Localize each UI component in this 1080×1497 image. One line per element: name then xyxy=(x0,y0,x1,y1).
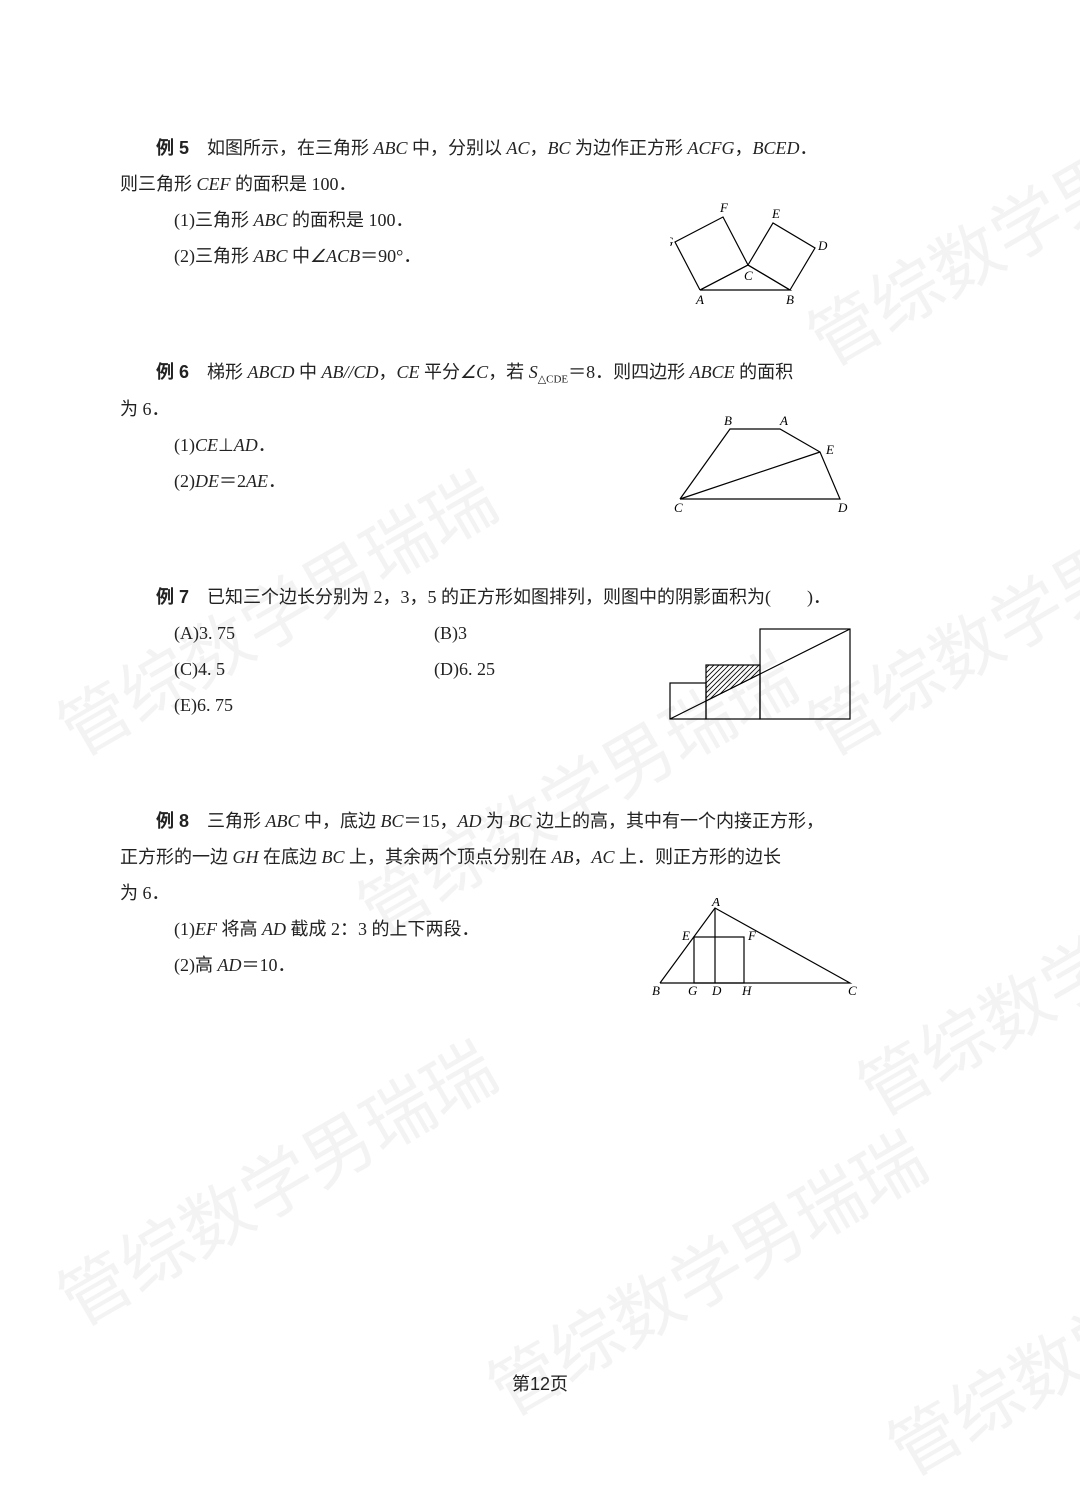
svg-text:C: C xyxy=(744,268,753,283)
p8-figure: A B C D E F G H xyxy=(650,898,870,1003)
p5-label: 例 5 xyxy=(156,138,189,158)
p6-label: 例 6 xyxy=(156,362,189,382)
svg-text:F: F xyxy=(719,200,729,215)
problem-5: 例 5 如图所示，在三角形 ABC 中，分别以 AC，BC 为边作正方形 ACF… xyxy=(120,130,860,274)
svg-text:C: C xyxy=(674,500,683,514)
svg-text:B: B xyxy=(786,292,794,307)
problem-7: 例 7 已知三个边长分别为 2，3，5 的正方形如图排列，则图中的阴影面积为( … xyxy=(120,579,860,723)
svg-text:D: D xyxy=(817,238,828,253)
p5-line1: 例 5 如图所示，在三角形 ABC 中，分别以 AC，BC 为边作正方形 ACF… xyxy=(120,130,860,166)
svg-text:D: D xyxy=(711,983,722,998)
svg-text:E: E xyxy=(681,928,690,943)
p7-line1: 例 7 已知三个边长分别为 2，3，5 的正方形如图排列，则图中的阴影面积为( … xyxy=(120,579,860,615)
p7-label: 例 7 xyxy=(156,587,189,607)
p7-figure xyxy=(660,619,870,734)
page-number: 第12页 xyxy=(0,1370,1080,1396)
svg-text:A: A xyxy=(711,898,720,909)
svg-text:F: F xyxy=(747,928,757,943)
p8-line1: 例 8 三角形 ABC 中，底边 BC＝15，AD 为 BC 边上的高，其中有一… xyxy=(120,803,860,839)
svg-text:C: C xyxy=(848,983,857,998)
p6-line1: 例 6 梯形 ABCD 中 AB//CD，CE 平分∠C，若 S△CDE＝8．则… xyxy=(120,354,860,391)
svg-text:B: B xyxy=(724,414,732,428)
page-content: 例 5 如图所示，在三角形 ABC 中，分别以 AC，BC 为边作正方形 ACF… xyxy=(120,130,860,1063)
svg-text:B: B xyxy=(652,983,660,998)
p8-line2: 正方形的一边 GH 在底边 BC 上，其余两个顶点分别在 AB，AC 上．则正方… xyxy=(120,839,860,875)
p5-figure: A B C D E F G xyxy=(670,190,860,315)
problem-6: 例 6 梯形 ABCD 中 AB//CD，CE 平分∠C，若 S△CDE＝8．则… xyxy=(120,354,860,499)
p8-label: 例 8 xyxy=(156,811,189,831)
svg-text:A: A xyxy=(779,414,788,428)
svg-text:G: G xyxy=(688,983,698,998)
svg-text:H: H xyxy=(741,983,752,998)
svg-text:A: A xyxy=(695,292,704,307)
p6-figure: C D A B E xyxy=(670,414,860,519)
svg-text:D: D xyxy=(837,500,848,514)
problem-8: 例 8 三角形 ABC 中，底边 BC＝15，AD 为 BC 边上的高，其中有一… xyxy=(120,803,860,983)
svg-text:E: E xyxy=(825,442,834,457)
svg-text:E: E xyxy=(771,206,780,221)
svg-text:G: G xyxy=(670,234,674,249)
